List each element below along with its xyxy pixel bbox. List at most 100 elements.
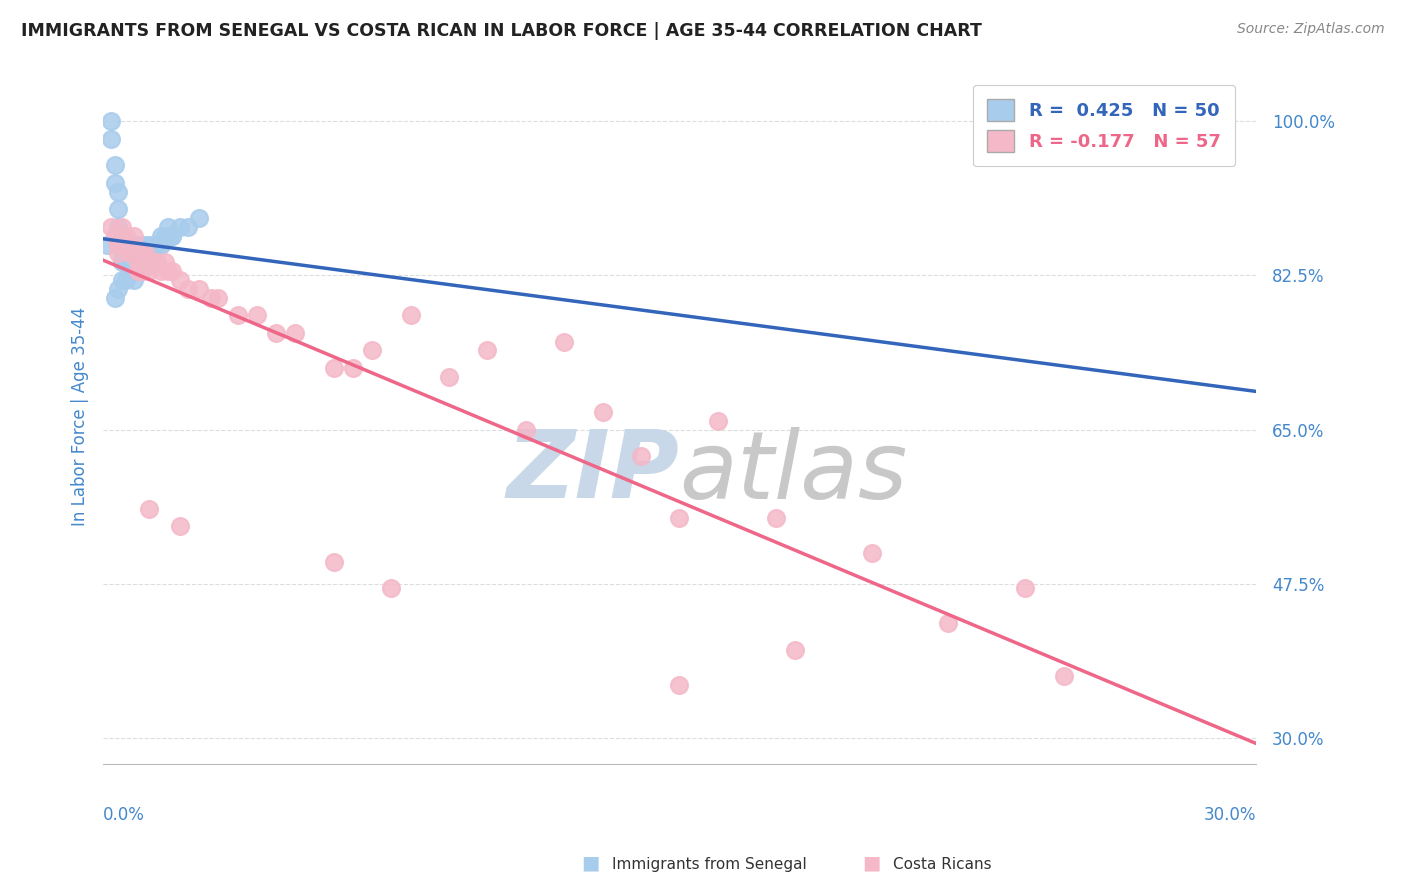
Point [131, 246, 153, 260]
Point [100, 114, 122, 128]
Point [107, 220, 129, 235]
Point [246, 308, 269, 322]
Point [188, 282, 211, 296]
Point [138, 501, 160, 516]
Point [783, 642, 806, 657]
Point [134, 237, 156, 252]
Point [96, 237, 118, 252]
Point [107, 202, 129, 217]
Point [437, 369, 460, 384]
Point [127, 255, 149, 269]
Point [111, 237, 134, 252]
Point [515, 423, 537, 437]
Point [322, 361, 344, 376]
Point [118, 237, 141, 252]
Point [162, 228, 184, 243]
Point [111, 220, 134, 235]
Point [860, 546, 883, 560]
Point [115, 228, 138, 243]
Point [553, 334, 575, 349]
Point [153, 255, 176, 269]
Point [149, 264, 172, 278]
Point [115, 237, 138, 252]
Text: atlas: atlas [679, 426, 908, 517]
Point [226, 308, 249, 322]
Point [104, 176, 127, 190]
Point [149, 237, 172, 252]
Text: ZIP: ZIP [506, 426, 679, 518]
Text: 0.0%: 0.0% [103, 806, 145, 824]
Point [630, 449, 652, 463]
Legend: R =  0.425   N = 50, R = -0.177   N = 57: R = 0.425 N = 50, R = -0.177 N = 57 [973, 85, 1236, 167]
Point [115, 246, 138, 260]
Point [1014, 581, 1036, 595]
Point [1053, 669, 1076, 683]
Point [342, 361, 364, 376]
Point [127, 255, 149, 269]
Point [157, 264, 180, 278]
Point [284, 326, 307, 340]
Y-axis label: In Labor Force | Age 35-44: In Labor Force | Age 35-44 [72, 307, 89, 526]
Point [169, 273, 191, 287]
Point [104, 158, 127, 172]
Point [122, 246, 145, 260]
Point [138, 237, 160, 252]
Point [157, 220, 180, 235]
Point [111, 237, 134, 252]
Point [111, 246, 134, 260]
Point [380, 581, 402, 595]
Text: IMMIGRANTS FROM SENEGAL VS COSTA RICAN IN LABOR FORCE | AGE 35-44 CORRELATION CH: IMMIGRANTS FROM SENEGAL VS COSTA RICAN I… [21, 22, 981, 40]
Point [118, 237, 141, 252]
Point [107, 237, 129, 252]
Point [142, 255, 165, 269]
Point [122, 246, 145, 260]
Text: Costa Ricans: Costa Ricans [893, 857, 991, 872]
Point [176, 220, 198, 235]
Point [107, 246, 129, 260]
Point [118, 255, 141, 269]
Point [361, 343, 384, 358]
Point [322, 555, 344, 569]
Point [668, 678, 690, 692]
Point [131, 255, 153, 269]
Point [131, 264, 153, 278]
Point [169, 220, 191, 235]
Point [200, 291, 222, 305]
Point [127, 237, 149, 252]
Point [107, 282, 129, 296]
Point [162, 228, 184, 243]
Point [477, 343, 499, 358]
Point [111, 228, 134, 243]
Point [122, 255, 145, 269]
Text: Immigrants from Senegal: Immigrants from Senegal [612, 857, 807, 872]
Point [153, 228, 176, 243]
Point [146, 255, 169, 269]
Point [122, 228, 145, 243]
Point [104, 291, 127, 305]
Text: Source: ZipAtlas.com: Source: ZipAtlas.com [1237, 22, 1385, 37]
Point [100, 220, 122, 235]
Point [115, 273, 138, 287]
Point [592, 405, 614, 419]
Point [122, 264, 145, 278]
Point [138, 255, 160, 269]
Point [146, 237, 169, 252]
Point [104, 228, 127, 243]
Point [188, 211, 211, 226]
Text: 30.0%: 30.0% [1204, 806, 1256, 824]
Point [131, 264, 153, 278]
Point [118, 246, 141, 260]
Point [115, 237, 138, 252]
Point [138, 264, 160, 278]
Point [162, 264, 184, 278]
Point [765, 510, 787, 524]
Point [127, 264, 149, 278]
Point [111, 273, 134, 287]
Point [938, 616, 960, 631]
Point [264, 326, 287, 340]
Point [176, 282, 198, 296]
Point [207, 291, 229, 305]
Point [118, 264, 141, 278]
Point [138, 255, 160, 269]
Point [118, 246, 141, 260]
